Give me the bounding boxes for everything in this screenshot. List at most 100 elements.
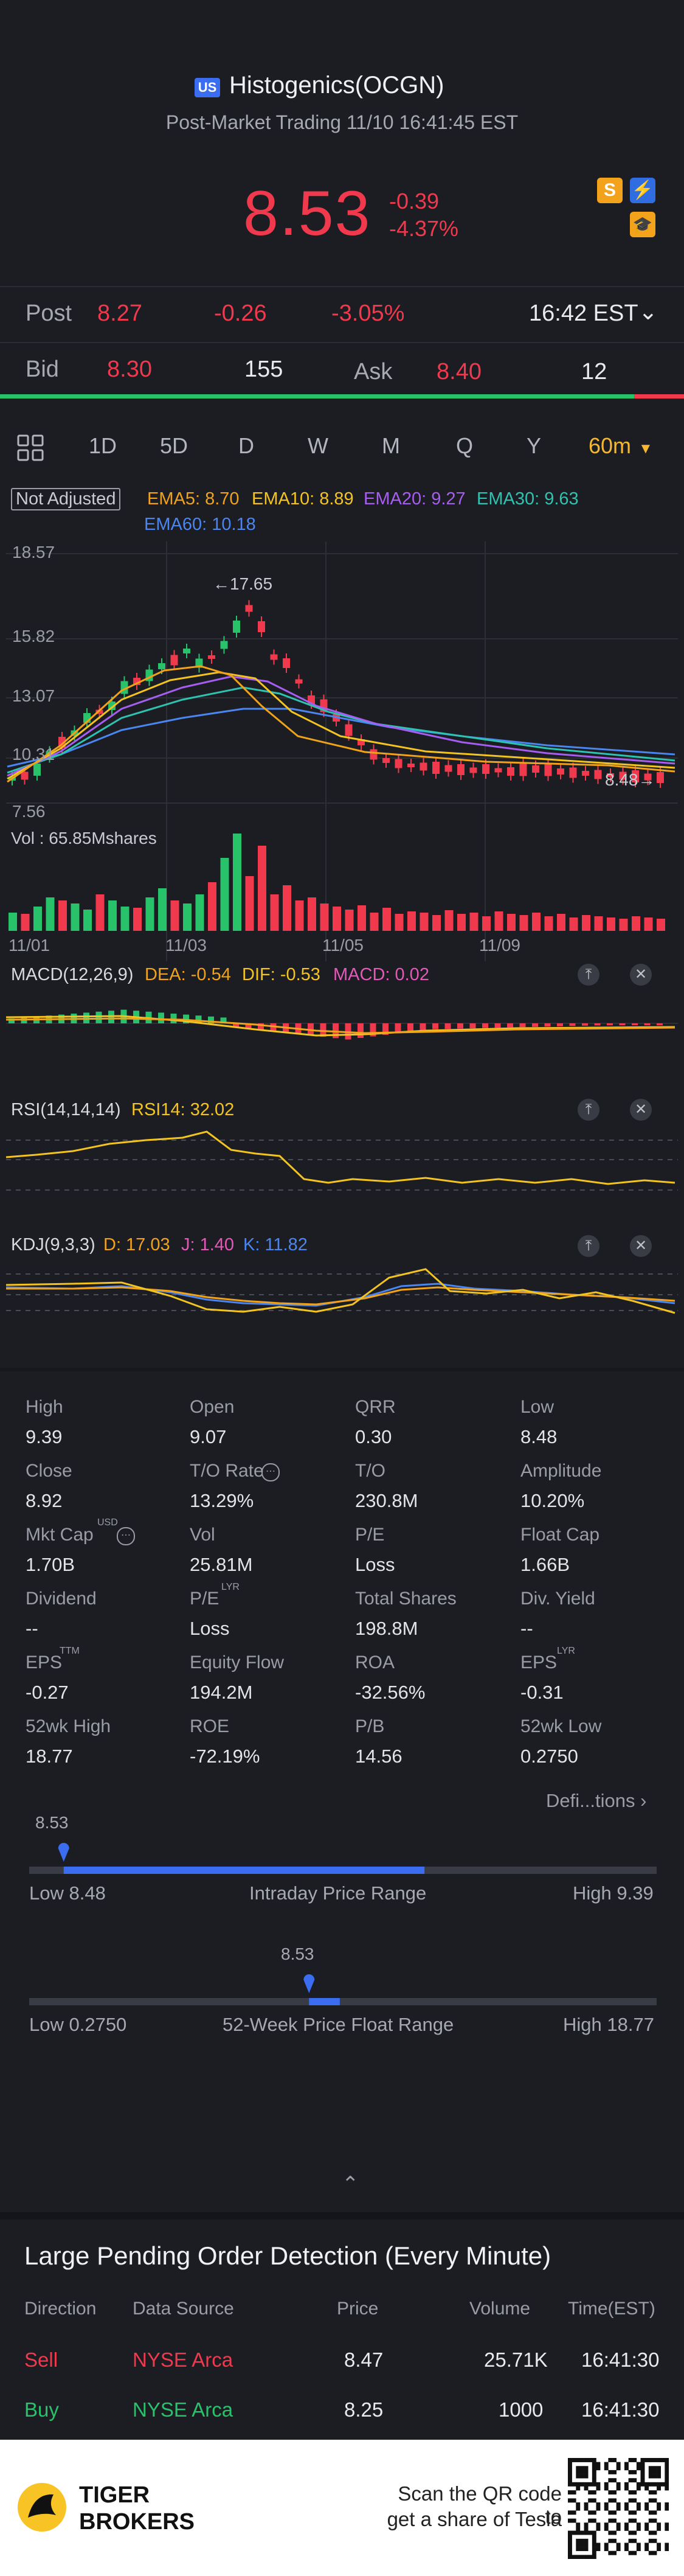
stat-value: 0.30 — [355, 1426, 392, 1447]
qr-code-icon[interactable] — [568, 2458, 669, 2559]
y-axis-4: 10.31 — [12, 745, 55, 764]
tab-1d[interactable]: 1D — [89, 433, 117, 458]
date-label: 11/03 — [165, 936, 207, 955]
stat-value: 25.81M — [190, 1554, 253, 1575]
stat-value: Loss — [190, 1618, 230, 1639]
order-direction: Sell — [24, 2348, 58, 2371]
macd-label: MACD(12,26,9) — [11, 965, 134, 984]
date-label: 11/09 — [479, 936, 520, 955]
tab-quarter[interactable]: Q — [456, 433, 474, 458]
kdj-j: J: 1.40 — [181, 1235, 235, 1255]
tab-60m[interactable]: 60m — [589, 433, 632, 458]
rsi-label: RSI(14,14,14) — [11, 1100, 121, 1119]
market-badge: US — [195, 78, 220, 97]
macd-dif: DIF: -0.53 — [242, 965, 320, 984]
stat-label: ROA — [355, 1652, 395, 1673]
graduation-cap-icon[interactable]: 🎓 — [630, 212, 655, 237]
footer-banner[interactable]: TIGER BROKERS Scan the QR code to get a … — [0, 2440, 684, 2576]
ema20-label: EMA20: 9.27 — [364, 489, 466, 509]
col-direction: Direction — [24, 2299, 97, 2319]
pin-icon[interactable]: ⤒ — [578, 1235, 599, 1257]
tab-year[interactable]: Y — [527, 433, 542, 458]
stat-value: Loss — [355, 1554, 395, 1575]
definitions-link[interactable]: Defi...tions › — [546, 1790, 647, 1811]
stat-label: ROE — [190, 1716, 230, 1736]
stat-value: -72.19% — [190, 1746, 260, 1767]
kdj-d: D: 17.03 — [103, 1235, 170, 1255]
divider — [0, 286, 684, 287]
price-change-percent: -4.37% — [389, 216, 459, 241]
close-icon[interactable]: ✕ — [630, 964, 652, 986]
ema30-label: EMA30: 9.63 — [477, 489, 579, 509]
not-adjusted-toggle[interactable]: Not Adjusted — [11, 488, 121, 510]
col-price: Price — [337, 2299, 379, 2319]
tab-week[interactable]: W — [308, 433, 328, 458]
stat-value: -0.27 — [26, 1682, 69, 1703]
stat-value: 14.56 — [355, 1746, 402, 1767]
info-icon[interactable]: ⋯ — [117, 1527, 135, 1545]
tab-month[interactable]: M — [382, 433, 400, 458]
stat-label: Vol — [190, 1525, 215, 1545]
divider — [0, 2212, 684, 2219]
y-axis-2: 15.82 — [12, 627, 55, 646]
stat-value: 9.07 — [190, 1426, 227, 1447]
promo-line1: Scan the QR code to — [398, 2482, 562, 2528]
order-source: NYSE Arca — [133, 2348, 233, 2371]
chevron-up-icon[interactable]: ⌃ — [342, 2173, 359, 2196]
stat-value: 198.8M — [355, 1618, 418, 1639]
divider — [0, 1368, 684, 1371]
order-volume: 1000 — [499, 2398, 544, 2421]
divider — [0, 342, 684, 343]
stat-label: EPS — [520, 1652, 558, 1673]
ema60-line — [7, 708, 675, 768]
stat-value: 9.39 — [26, 1426, 63, 1447]
intraday-title: Intraday Price Range — [249, 1882, 427, 1904]
usd-superscript: USD — [97, 1517, 118, 1528]
brand-line1: TIGER — [79, 2482, 150, 2508]
pin-icon[interactable]: ⤒ — [578, 1099, 599, 1121]
ask-volume-bar — [634, 394, 684, 399]
chevron-down-icon[interactable]: ⌄ — [638, 299, 658, 325]
stat-value: -- — [520, 1618, 533, 1639]
stat-label: Amplitude — [520, 1461, 602, 1481]
lightning-icon[interactable]: ⚡ — [630, 178, 655, 203]
ask-label: Ask — [354, 359, 393, 385]
bid-label: Bid — [26, 357, 59, 382]
stat-label: Equity Flow — [190, 1652, 285, 1673]
bid-price: 8.30 — [107, 357, 152, 382]
candlestick-chart[interactable] — [0, 535, 684, 1010]
post-time[interactable]: 16:42 EST — [529, 301, 638, 326]
stat-label: Close — [26, 1461, 72, 1481]
week52-low: Low 0.2750 — [29, 2014, 127, 2035]
stat-label: 52wk Low — [520, 1716, 602, 1736]
promo-line2: get a share of Tesla — [387, 2508, 562, 2530]
tiger-logo-icon — [18, 2483, 66, 2532]
s-badge-icon[interactable]: S — [597, 178, 623, 203]
stat-label: Open — [190, 1397, 235, 1417]
info-icon[interactable]: ⋯ — [261, 1463, 280, 1481]
stat-label: Dividend — [26, 1589, 97, 1609]
intraday-current-price: 8.53 — [35, 1813, 69, 1832]
stat-value: 230.8M — [355, 1490, 418, 1511]
pin-icon[interactable]: ⤒ — [578, 964, 599, 986]
ema30-line — [7, 686, 675, 774]
tab-day[interactable]: D — [238, 433, 254, 458]
stat-label: T/O — [355, 1461, 385, 1481]
macd-chart — [5, 1009, 678, 1040]
intraday-high: High 9.39 — [573, 1882, 654, 1904]
intraday-range-bar — [29, 1843, 657, 1874]
ema60-label: EMA60: 10.18 — [144, 515, 256, 534]
stat-value: -32.56% — [355, 1682, 426, 1703]
tab-5d[interactable]: 5D — [160, 433, 188, 458]
stat-label: 52wk High — [26, 1716, 111, 1736]
col-time: Time(EST) — [568, 2299, 655, 2319]
stat-value: 1.70B — [26, 1554, 75, 1575]
col-data-source: Data Source — [133, 2299, 234, 2319]
close-icon[interactable]: ✕ — [630, 1099, 652, 1121]
grid-layout-icon[interactable] — [16, 433, 45, 465]
trading-status: Post-Market Trading 11/10 16:41:45 EST — [165, 111, 519, 133]
ema5-line — [7, 665, 675, 783]
stat-value: -- — [26, 1618, 38, 1639]
caret-down-icon[interactable]: ▼ — [638, 440, 653, 457]
close-icon[interactable]: ✕ — [630, 1235, 652, 1257]
